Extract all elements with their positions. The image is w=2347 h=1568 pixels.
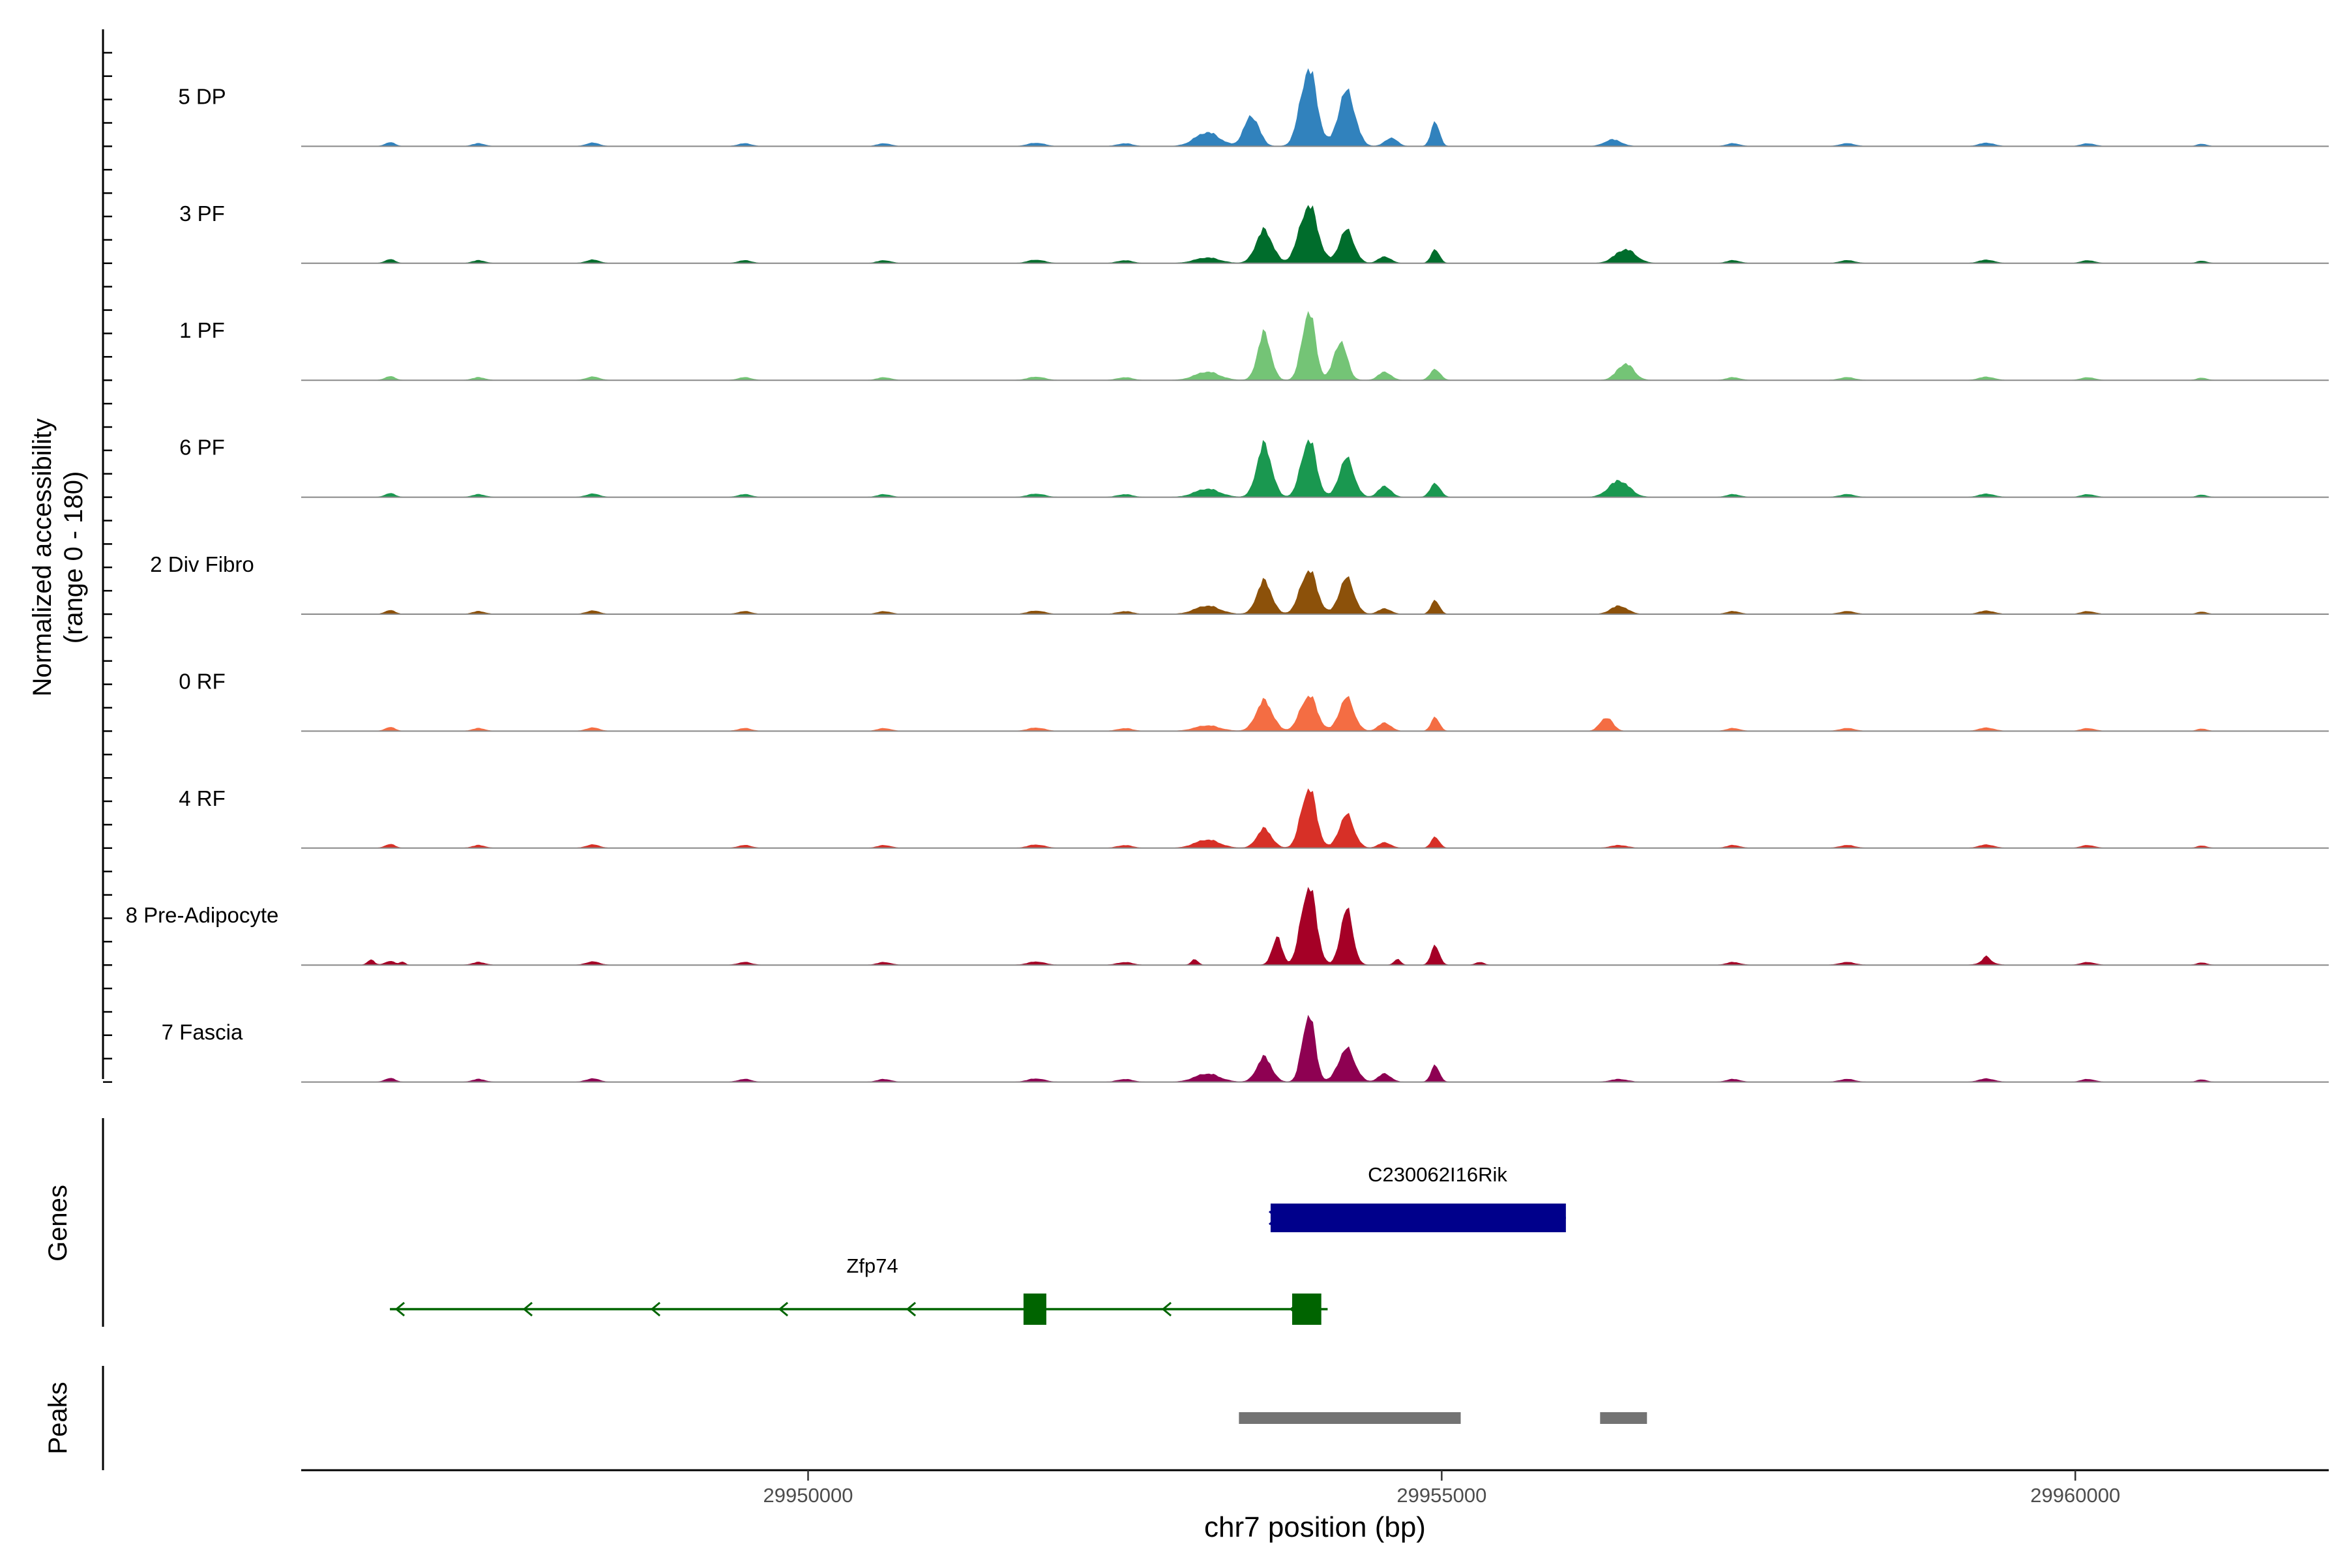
strand-arrow-icon xyxy=(650,1301,661,1317)
coverage-area xyxy=(301,570,2329,615)
y-axis-title: Normalized accessibility (range 0 - 180) xyxy=(28,419,88,697)
track-4-rf: 4 RF xyxy=(179,786,2329,849)
peak-region xyxy=(1600,1412,1647,1424)
track-label: 3 PF xyxy=(179,201,225,226)
track-label: 5 DP xyxy=(178,84,226,108)
coverage-area xyxy=(301,1014,2329,1083)
strand-arrow-icon xyxy=(1161,1301,1172,1317)
gene-c230062i16rik: C230062I16Rik xyxy=(1269,1163,1566,1232)
coverage-y-ticks xyxy=(103,52,112,1083)
y-axis-sublabel: (range 0 - 180) xyxy=(59,471,88,644)
track-label: 0 RF xyxy=(179,669,226,693)
track-label: 8 Pre-Adipocyte xyxy=(126,903,279,927)
coverage-area xyxy=(301,439,2329,498)
coverage-area xyxy=(301,695,2329,732)
gene-exon xyxy=(1023,1294,1046,1325)
track-1-pf: 1 PF xyxy=(179,311,2329,381)
strand-arrow-icon xyxy=(906,1301,917,1317)
coverage-area xyxy=(301,311,2329,381)
strand-arrow-icon xyxy=(522,1301,533,1317)
y-axis-label: Normalized accessibility xyxy=(28,419,57,697)
x-axis-label: chr7 position (bp) xyxy=(1204,1511,1426,1543)
gene-name-label: Zfp74 xyxy=(846,1254,898,1277)
track-5-dp: 5 DP xyxy=(178,68,2329,147)
track-2-div-fibro: 2 Div Fibro xyxy=(150,552,2329,615)
strand-arrow-icon xyxy=(394,1301,406,1317)
gene-name-label: C230062I16Rik xyxy=(1368,1163,1507,1186)
coverage-area xyxy=(301,887,2329,966)
x-tick-label: 29955000 xyxy=(1396,1484,1486,1507)
track-3-pf: 3 PF xyxy=(179,201,2329,264)
genes-axis-label: Genes xyxy=(44,1185,72,1262)
coverage-area xyxy=(301,788,2329,849)
peaks-axis-label: Peaks xyxy=(44,1382,72,1454)
coverage-area xyxy=(301,205,2329,264)
track-0-rf: 0 RF xyxy=(179,669,2329,732)
x-tick-label: 29960000 xyxy=(2030,1484,2120,1507)
track-8-pre-adipocyte: 8 Pre-Adipocyte xyxy=(126,887,2329,966)
coverage-area xyxy=(301,68,2329,147)
gene-track: C230062I16Rik Zfp74 xyxy=(390,1163,1566,1325)
gene-exon xyxy=(1292,1294,1321,1325)
track-7-fascia: 7 Fascia xyxy=(162,1014,2329,1083)
track-label: 2 Div Fibro xyxy=(150,552,254,576)
track-label: 7 Fascia xyxy=(162,1020,243,1044)
track-label: 1 PF xyxy=(179,318,225,342)
x-tick-label: 29950000 xyxy=(763,1484,853,1507)
coverage-tracks: 5 DP 3 PF 1 PF 6 PF 2 Div Fibro 0 RF 4 RF 8 Pre… xyxy=(126,68,2329,1083)
strand-arrow-icon xyxy=(778,1301,789,1317)
track-label: 6 PF xyxy=(179,436,225,460)
track-label: 4 RF xyxy=(179,786,226,810)
x-axis-ticks: 29950000 29955000 29960000 xyxy=(763,1470,2120,1507)
gene-zfp74: Zfp74 xyxy=(390,1254,1328,1325)
gene-exon xyxy=(1270,1204,1566,1232)
track-6-pf: 6 PF xyxy=(179,436,2329,498)
peak-track xyxy=(1239,1412,1647,1424)
peak-region xyxy=(1239,1412,1461,1424)
